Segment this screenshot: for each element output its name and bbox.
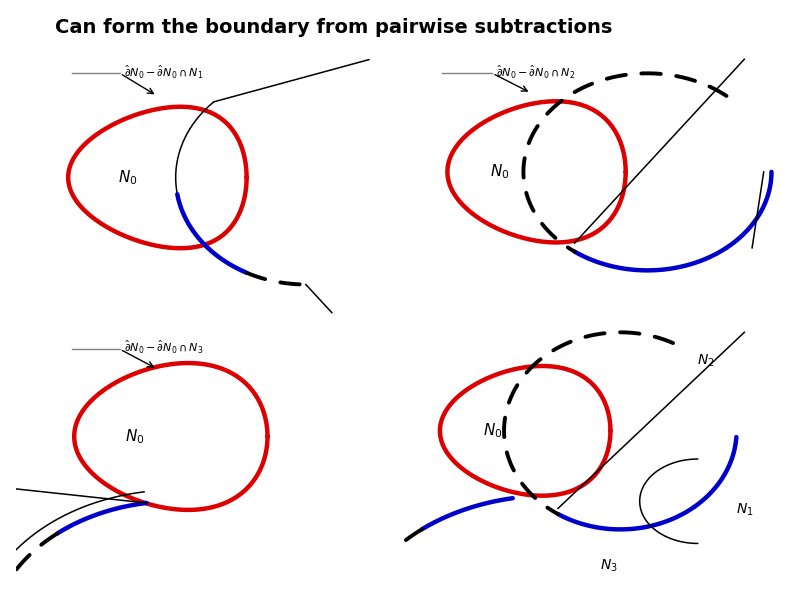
- Text: Can form the boundary from pairwise subtractions: Can form the boundary from pairwise subt…: [55, 18, 613, 37]
- Text: $\hat{\partial}N_0 - \hat{\partial}N_0 \cap N_3$: $\hat{\partial}N_0 - \hat{\partial}N_0 \…: [123, 339, 203, 356]
- Text: $N_0$: $N_0$: [125, 427, 145, 446]
- Text: $N_0$: $N_0$: [490, 163, 510, 181]
- Text: $N_1$: $N_1$: [736, 501, 753, 518]
- Text: $N_3$: $N_3$: [600, 558, 618, 574]
- Text: $\hat{\partial}N_0 - \hat{\partial}N_0 \cap N_1$: $\hat{\partial}N_0 - \hat{\partial}N_0 \…: [123, 63, 203, 81]
- Text: $N_0$: $N_0$: [118, 168, 137, 187]
- Text: $N_2$: $N_2$: [697, 353, 714, 368]
- Text: $\hat{\partial}N_0 - \hat{\partial}N_0 \cap N_2$: $\hat{\partial}N_0 - \hat{\partial}N_0 \…: [496, 63, 576, 81]
- Text: $N_0$: $N_0$: [483, 422, 502, 440]
